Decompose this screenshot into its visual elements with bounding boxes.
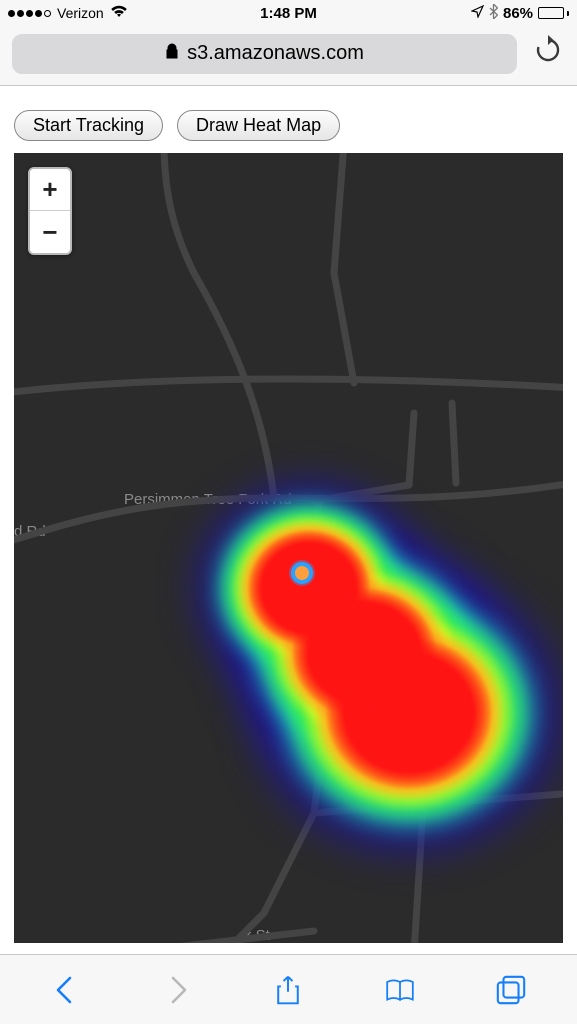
- share-button[interactable]: [266, 968, 310, 1012]
- ios-status-bar: Verizon 1:48 PM 86%: [0, 0, 577, 26]
- location-services-icon: [471, 5, 484, 21]
- zoom-control: + −: [28, 167, 72, 255]
- reload-icon: [535, 35, 561, 65]
- battery-percent: 86%: [503, 5, 533, 22]
- road-label: Rob: [308, 531, 330, 561]
- battery-icon: [538, 7, 569, 19]
- address-domain: s3.amazonaws.com: [187, 42, 364, 65]
- forward-button[interactable]: [155, 968, 199, 1012]
- chevron-right-icon: [161, 974, 193, 1006]
- road-label: d Rd: [14, 523, 46, 540]
- book-icon: [384, 974, 416, 1006]
- page-top-strip: [0, 86, 577, 106]
- current-location-marker: [291, 562, 313, 584]
- status-right: 86%: [317, 4, 569, 22]
- carrier-label: Verizon: [57, 5, 104, 21]
- tabs-icon: [495, 974, 527, 1006]
- draw-heat-map-button[interactable]: Draw Heat Map: [177, 110, 340, 141]
- safari-bottom-toolbar: [0, 954, 577, 1024]
- address-pill[interactable]: s3.amazonaws.com: [12, 34, 517, 74]
- zoom-in-button[interactable]: +: [30, 169, 70, 211]
- reload-button[interactable]: [531, 31, 565, 76]
- road-label: Persimmon Tree Fork Rd: [124, 491, 292, 508]
- wifi-icon: [110, 4, 128, 23]
- road-label: k St: [244, 927, 270, 943]
- map-container[interactable]: + − Persimmon Tree Fork Rd d Rd Rob k St: [14, 153, 563, 943]
- bookmarks-button[interactable]: [378, 968, 422, 1012]
- safari-address-bar: s3.amazonaws.com: [0, 26, 577, 86]
- start-tracking-button[interactable]: Start Tracking: [14, 110, 163, 141]
- bluetooth-icon: [489, 4, 498, 22]
- signal-strength-icon: [8, 10, 51, 17]
- app-button-row: Start Tracking Draw Heat Map: [0, 106, 577, 153]
- status-time: 1:48 PM: [260, 5, 317, 22]
- chevron-left-icon: [50, 974, 82, 1006]
- web-page: Start Tracking Draw Heat Map + − Persimm…: [0, 86, 577, 954]
- status-left: Verizon: [8, 4, 260, 23]
- zoom-out-button[interactable]: −: [30, 211, 70, 253]
- share-icon: [272, 974, 304, 1006]
- back-button[interactable]: [44, 968, 88, 1012]
- lock-icon: [165, 43, 179, 64]
- map-roads: [14, 153, 563, 943]
- tabs-button[interactable]: [489, 968, 533, 1012]
